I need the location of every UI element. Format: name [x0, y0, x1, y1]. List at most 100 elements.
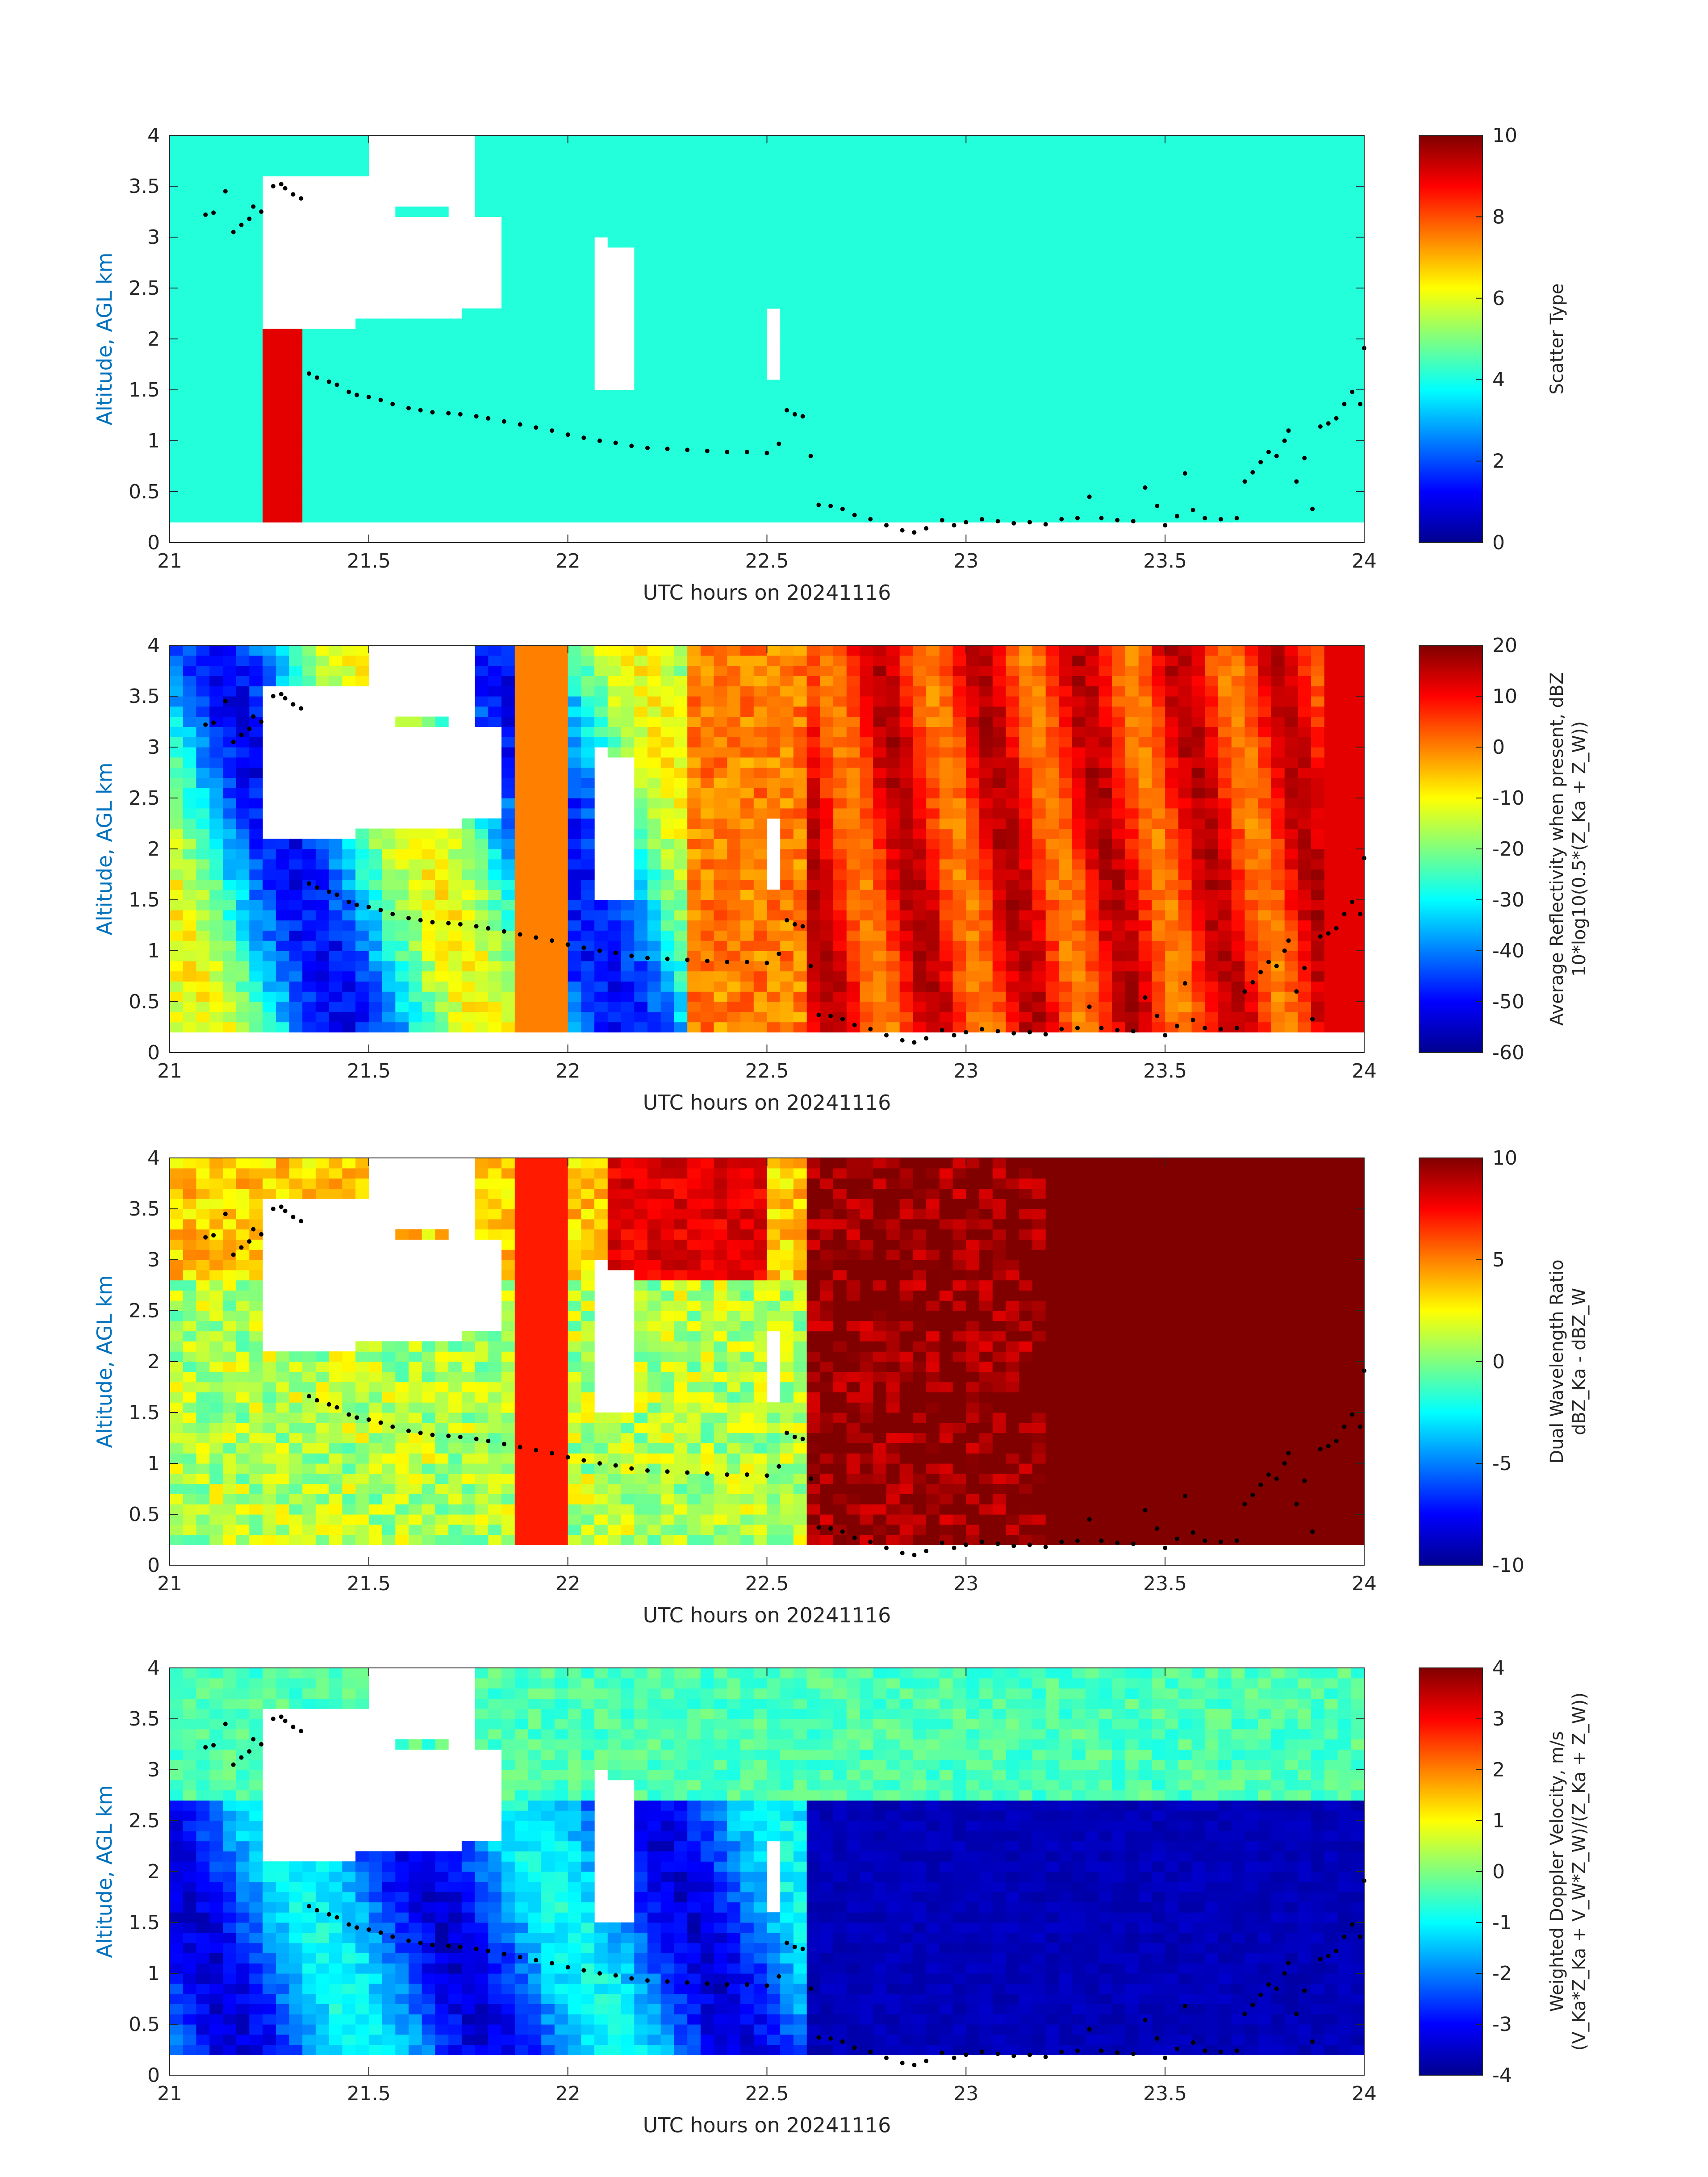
heatmap-cell [528, 196, 542, 207]
heatmap-cell [1032, 492, 1046, 502]
heatmap-cell [382, 359, 396, 370]
heatmap-cell [183, 696, 196, 707]
heatmap-cell [1205, 298, 1219, 309]
heatmap-cell [1231, 298, 1245, 309]
heatmap-cell [873, 329, 887, 339]
heatmap-cell [1085, 451, 1099, 462]
heatmap-cell [514, 390, 529, 401]
heatmap-cell [767, 655, 781, 666]
heatmap-cell [236, 349, 250, 360]
heatmap-cell [1138, 359, 1152, 370]
heatmap-cell [1218, 227, 1232, 238]
heatmap-cell [634, 329, 648, 339]
heatmap-cell [249, 940, 263, 951]
heatmap-cell [939, 461, 953, 472]
heatmap-cell [315, 665, 330, 676]
heatmap-cell [568, 298, 581, 309]
heatmap-cell [727, 441, 741, 451]
heatmap-cell [687, 1011, 701, 1023]
heatmap-cell [1231, 278, 1245, 288]
heatmap-cell [170, 481, 184, 492]
heatmap-cell [488, 308, 502, 319]
heatmap-cell [793, 359, 807, 370]
heatmap-cell [793, 686, 807, 697]
heatmap-cell [1324, 461, 1338, 472]
heatmap-cell [236, 176, 250, 187]
heatmap-cell [966, 267, 980, 278]
heatmap-cell [833, 818, 847, 829]
heatmap-cell [1298, 267, 1311, 278]
heatmap-cell [581, 1011, 595, 1023]
heatmap-cell [222, 818, 237, 829]
heatmap-cell [222, 737, 237, 748]
heatmap-cell [554, 869, 568, 880]
heatmap-cell [913, 329, 927, 339]
heatmap-cell [1351, 461, 1365, 472]
heatmap-cell [1072, 267, 1086, 278]
panel-1: 21 21.5 22 22.5 23 23.5 2400.511.522.533.54UTC… [92, 124, 1567, 605]
heatmap-cell [647, 920, 661, 931]
heatmap-cell [448, 329, 462, 339]
heatmap-cell [873, 727, 887, 737]
heatmap-cell [461, 461, 476, 472]
heatmap-cell [1284, 359, 1298, 370]
heatmap-cell [541, 155, 555, 166]
heatmap-cell [581, 155, 595, 166]
heatmap-cell [992, 492, 1006, 502]
heatmap-cell [514, 308, 529, 319]
heatmap-cell [196, 1002, 210, 1012]
heatmap-cell [183, 501, 196, 513]
heatmap-cell [222, 339, 237, 350]
heatmap-cell [222, 1002, 237, 1012]
heatmap-cell [674, 798, 688, 809]
heatmap-cell [687, 145, 701, 156]
heatmap-cell [913, 481, 927, 492]
heatmap-cell [236, 706, 250, 717]
heatmap-cell [1032, 267, 1046, 278]
heatmap-cell [1191, 339, 1205, 350]
heatmap-cell [806, 747, 820, 758]
heatmap-cell [780, 176, 794, 187]
heatmap-cell [793, 308, 807, 319]
heatmap-cell [461, 920, 476, 931]
heatmap-cell [475, 186, 489, 197]
heatmap-cell [1271, 267, 1285, 278]
cloud-base-dot [1342, 401, 1347, 406]
heatmap-cell [660, 788, 674, 798]
y-axis-label: Altitude, AGL km [92, 252, 117, 425]
heatmap-cell [1112, 288, 1126, 299]
heatmap-cell [528, 727, 542, 737]
heatmap-cell [714, 655, 727, 666]
heatmap-cell [501, 940, 515, 951]
heatmap-cell [170, 757, 184, 768]
heatmap-cell [541, 267, 555, 278]
heatmap-cell [873, 461, 887, 472]
heatmap-cell [501, 441, 515, 451]
heatmap-cell [448, 430, 462, 441]
heatmap-cell [952, 145, 966, 156]
heatmap-cell [1284, 471, 1298, 482]
heatmap-cell [422, 400, 435, 411]
heatmap-cell [196, 196, 210, 207]
heatmap-cell [1152, 155, 1165, 166]
heatmap-cell [780, 166, 794, 176]
heatmap-cell [1112, 166, 1126, 176]
heatmap-cell [634, 961, 648, 972]
heatmap-cell [448, 369, 462, 380]
heatmap-cell [806, 329, 820, 339]
heatmap-cell [395, 971, 409, 982]
heatmap-cell [992, 135, 1006, 146]
heatmap-cell [1205, 339, 1219, 350]
heatmap-cell [1112, 196, 1126, 207]
heatmap-cell [740, 798, 754, 809]
heatmap-cell [634, 665, 648, 676]
heatmap-cell [263, 390, 276, 401]
heatmap-cell [1178, 206, 1192, 217]
heatmap-cell [342, 879, 356, 890]
heatmap-cell [1178, 145, 1192, 156]
heatmap-cell [594, 655, 608, 666]
heatmap-cell [767, 512, 781, 522]
heatmap-cell [634, 237, 648, 248]
heatmap-cell [501, 492, 515, 502]
heatmap-cell [1311, 267, 1325, 278]
